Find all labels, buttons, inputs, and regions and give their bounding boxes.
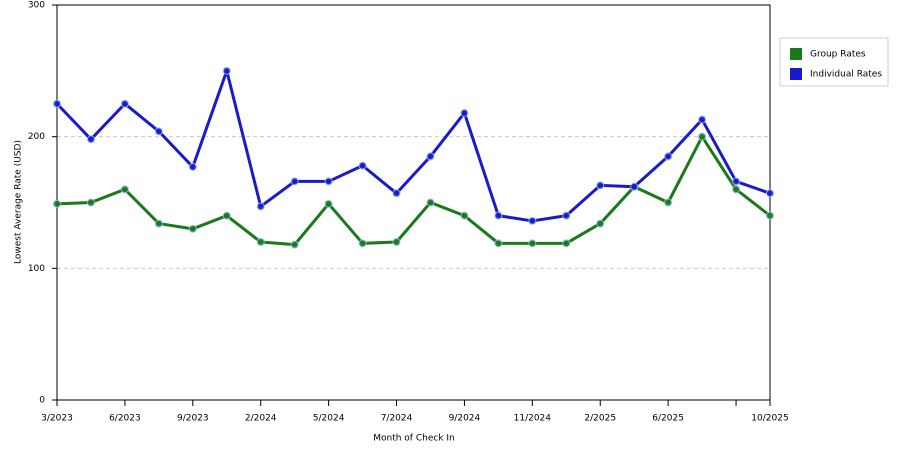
data-point xyxy=(256,238,265,246)
data-point xyxy=(53,99,61,108)
data-point xyxy=(120,99,129,108)
x-tick-label: 11/2024 xyxy=(514,414,552,424)
data-point xyxy=(596,219,605,228)
data-point xyxy=(562,211,571,220)
data-point xyxy=(732,185,741,194)
data-point xyxy=(460,211,469,220)
data-point xyxy=(426,152,435,161)
x-tick-label: 5/2024 xyxy=(313,414,345,424)
data-point xyxy=(358,161,367,170)
data-point xyxy=(392,238,401,246)
legend-swatch xyxy=(790,68,802,80)
data-point xyxy=(392,189,401,198)
data-point xyxy=(494,239,503,248)
data-point xyxy=(120,185,129,194)
data-point xyxy=(460,108,469,117)
data-point xyxy=(494,211,503,220)
legend-swatch xyxy=(790,48,802,60)
data-point xyxy=(766,211,774,220)
plot-frame xyxy=(56,4,771,401)
data-point xyxy=(290,177,299,186)
data-point xyxy=(222,211,231,220)
data-point xyxy=(222,66,231,75)
data-point xyxy=(630,182,639,191)
data-point xyxy=(732,177,741,186)
x-tick-label: 7/2024 xyxy=(381,414,413,424)
data-point xyxy=(324,177,333,186)
series-line xyxy=(55,69,771,223)
legend-label: Individual Rates xyxy=(810,70,882,80)
data-point xyxy=(86,135,95,144)
data-point xyxy=(766,189,774,198)
y-tick-label: 0 xyxy=(39,396,45,406)
data-point xyxy=(698,132,707,141)
data-point xyxy=(698,115,707,124)
data-point xyxy=(664,152,673,161)
data-point xyxy=(664,198,673,207)
data-point xyxy=(324,199,333,208)
x-tick-label: 6/2025 xyxy=(652,414,684,424)
y-tick-label: 300 xyxy=(28,1,45,11)
data-point xyxy=(358,239,367,248)
data-point xyxy=(154,127,163,136)
data-point xyxy=(596,181,605,190)
data-point xyxy=(528,216,537,225)
x-axis-label: Month of Check In xyxy=(373,434,455,444)
data-point xyxy=(290,240,299,249)
data-point xyxy=(188,162,197,171)
x-tick-label: 10/2025 xyxy=(751,414,788,424)
x-tick-label: 2/2024 xyxy=(245,414,277,424)
y-tick-label: 200 xyxy=(28,132,45,142)
data-point xyxy=(528,239,537,248)
x-tick-label: 9/2023 xyxy=(177,414,209,424)
data-point xyxy=(426,198,435,207)
data-point xyxy=(188,224,197,233)
data-point xyxy=(562,239,571,248)
data-point xyxy=(154,219,163,228)
x-tick-label: 9/2024 xyxy=(449,414,481,424)
x-tick-label: 2/2025 xyxy=(584,414,616,424)
y-axis-label: Lowest Average Rate (USD) xyxy=(14,140,24,264)
legend-label: Group Rates xyxy=(810,50,866,60)
data-point xyxy=(53,199,61,208)
y-tick-label: 100 xyxy=(28,264,45,274)
data-point xyxy=(86,198,95,207)
series-line xyxy=(56,135,771,247)
x-tick-label: 6/2023 xyxy=(109,414,141,424)
x-tick-label: 3/2023 xyxy=(41,414,73,424)
data-point xyxy=(256,202,265,211)
